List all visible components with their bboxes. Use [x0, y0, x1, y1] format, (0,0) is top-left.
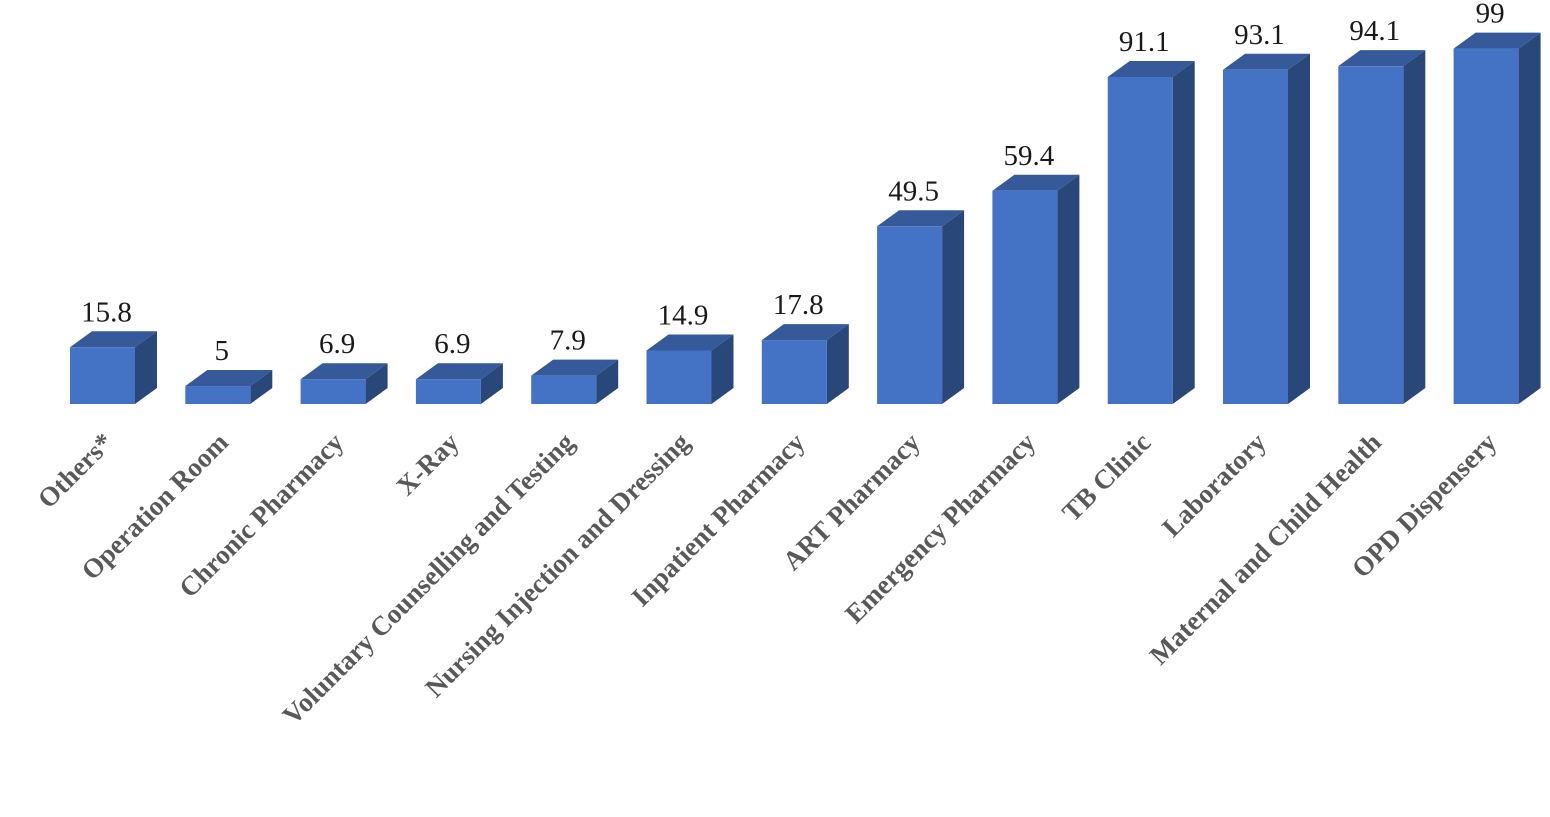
data-label: 91.1: [1119, 26, 1170, 58]
bar-top: [1338, 50, 1426, 67]
x-tick-label: TB Clinic: [1056, 427, 1156, 527]
data-label: 99: [1476, 0, 1505, 30]
data-label: 59.4: [1004, 140, 1055, 172]
bar: [415, 379, 481, 404]
x-tick-label: Laboratory: [1156, 427, 1272, 543]
bar-side: [250, 370, 273, 404]
bar-top: [415, 363, 503, 380]
data-label: 5: [215, 335, 230, 367]
x-tick-label: Maternal and Child Health: [1144, 427, 1387, 670]
x-tick-label: X-Ray: [390, 427, 465, 502]
bar-side: [365, 363, 388, 404]
bar-side: [826, 324, 849, 404]
bar-top: [877, 210, 965, 227]
data-label: 49.5: [888, 175, 939, 207]
bar-side: [711, 334, 734, 404]
data-label: 15.8: [81, 296, 132, 328]
bar-top: [992, 174, 1080, 191]
bar: [1223, 69, 1288, 405]
bar: [646, 350, 712, 404]
bar-side: [135, 331, 157, 404]
data-label: 6.9: [434, 328, 470, 360]
bar: [1453, 48, 1519, 405]
bar-side: [1288, 53, 1310, 405]
bar: [1107, 76, 1173, 405]
bar-side: [1403, 50, 1426, 404]
bar-top: [1453, 32, 1541, 49]
x-tick-label: Others*: [32, 427, 119, 514]
data-label: 17.8: [773, 289, 824, 321]
bar-side: [596, 359, 619, 404]
data-label: 6.9: [319, 328, 355, 360]
bar-top: [185, 370, 273, 387]
bar-top: [531, 359, 619, 376]
bar-side: [1518, 32, 1541, 405]
data-label: 94.1: [1349, 15, 1400, 47]
bar: [992, 190, 1058, 404]
bar-side: [942, 210, 965, 404]
bar-top: [1107, 60, 1195, 77]
bar-side: [1057, 174, 1080, 404]
bar-side: [1172, 60, 1195, 405]
bar-top: [646, 334, 734, 351]
bar: [1338, 66, 1404, 404]
bar-side: [480, 363, 503, 404]
bar: [877, 226, 943, 404]
bar-top: [761, 324, 849, 341]
bar-top: [300, 363, 388, 380]
bar-top: [70, 331, 157, 348]
bar: [300, 379, 366, 404]
data-label: 7.9: [550, 325, 586, 357]
bar: [185, 386, 251, 404]
bar: [70, 347, 135, 404]
data-label: 14.9: [658, 300, 709, 332]
bar: [531, 375, 597, 404]
data-label: 93.1: [1234, 19, 1285, 51]
bar: [761, 340, 827, 404]
x-tick-label: Emergency Pharmacy: [839, 427, 1041, 629]
bar-top: [1223, 53, 1310, 70]
